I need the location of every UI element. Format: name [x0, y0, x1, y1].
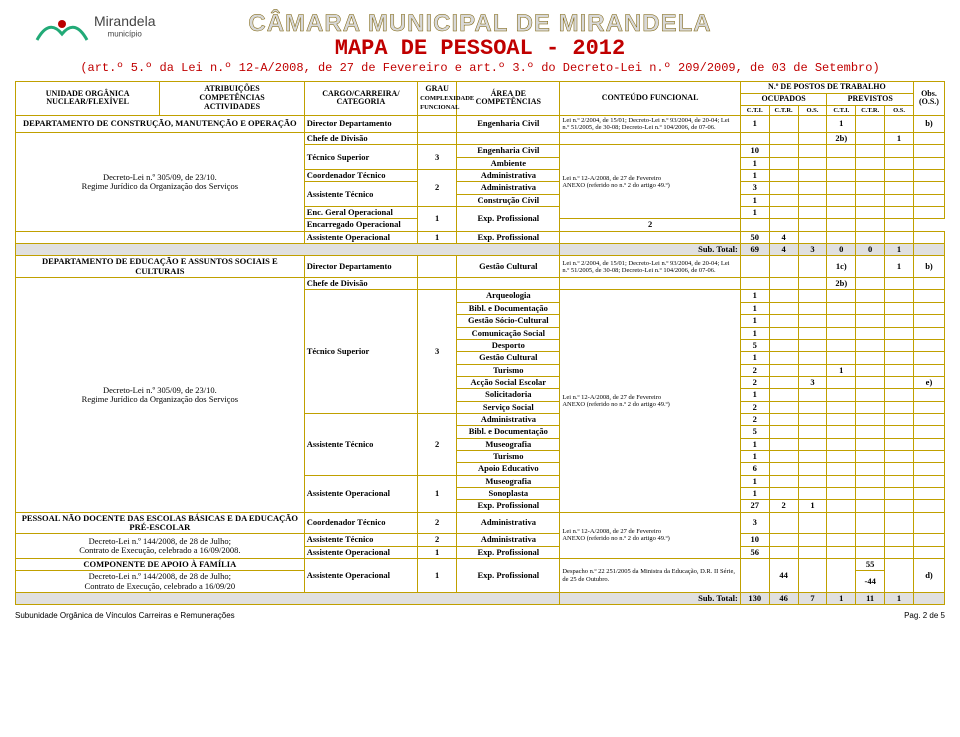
table-row: Sub. Total:6943001 — [16, 244, 945, 256]
hdr-grau: GRAUCOMPLEXIDADE FUNCIONAL — [418, 82, 457, 116]
logo-text: Mirandelamunicípio — [94, 13, 155, 45]
mirandela-logo-icon — [35, 10, 90, 48]
hdr-attr: ATRIBUIÇÕESCOMPETÊNCIASACTIVIDADES — [160, 82, 304, 116]
logo: Mirandelamunicípio — [35, 10, 155, 48]
table-row: DEPARTAMENTO DE CONSTRUÇÃO, MANUTENÇÃO E… — [16, 115, 945, 132]
hdr-cargo: CARGO/CARREIRA/CATEGORIA — [304, 82, 417, 116]
table-row: DEPARTAMENTO DE EDUCAÇÃO E ASSUNTOS SOCI… — [16, 256, 945, 278]
page-header: Mirandelamunicípio CÂMARA MUNICIPAL DE M… — [15, 10, 945, 75]
table-row: Assistente Operacional1Exp. Profissional… — [16, 231, 945, 243]
table-row: Decreto-Lei n.º 144/2008, de 28 de Julho… — [16, 534, 945, 546]
hdr-unit: UNIDADE ORGÂNICANUCLEAR/FLEXÍVEL — [16, 82, 160, 116]
footer-right: Pag. 2 de 5 — [904, 611, 945, 620]
table-row: COMPONENTE DE APOIO À FAMÍLIAAssistente … — [16, 559, 945, 571]
table-header: UNIDADE ORGÂNICANUCLEAR/FLEXÍVEL ATRIBUI… — [16, 82, 945, 116]
table-row: PESSOAL NÃO DOCENTE DAS ESCOLAS BÁSICAS … — [16, 512, 945, 534]
hdr-obs: Obs.(O.S.) — [913, 82, 944, 116]
hdr-postos: N.º DE POSTOS DE TRABALHO — [740, 82, 913, 94]
table-row: Sub. Total:1304671111 — [16, 593, 945, 605]
table-row: Decreto-Lei n.º 305/09, de 23/10.Regime … — [16, 133, 945, 145]
table-row: Decreto-Lei n.º 305/09, de 23/10.Regime … — [16, 278, 945, 290]
doc-subtitle: (art.º 5.º da Lei n.º 12-A/2008, de 27 d… — [15, 61, 945, 75]
hdr-cont: CONTEÚDO FUNCIONAL — [560, 82, 740, 116]
page-footer: Subunidade Orgânica de Vínculos Carreira… — [15, 611, 945, 620]
staff-table: UNIDADE ORGÂNICANUCLEAR/FLEXÍVEL ATRIBUI… — [15, 81, 945, 605]
footer-left: Subunidade Orgânica de Vínculos Carreira… — [15, 611, 235, 620]
table-body: DEPARTAMENTO DE CONSTRUÇÃO, MANUTENÇÃO E… — [16, 115, 945, 605]
